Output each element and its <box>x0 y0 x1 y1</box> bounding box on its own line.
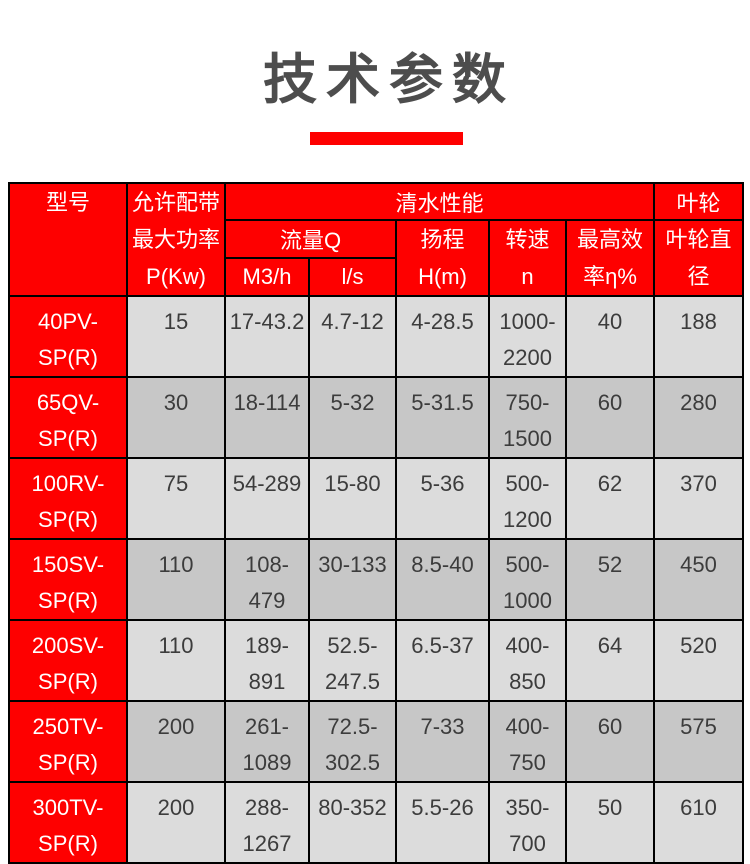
cell-model: 40PV- SP(R) <box>8 295 128 378</box>
title-section: 技术参数 <box>0 50 750 110</box>
cell-efficiency: 60 <box>564 700 656 783</box>
cell-efficiency: 52 <box>564 538 656 621</box>
cell-model: 250TV- SP(R) <box>8 700 128 783</box>
cell-efficiency: 40 <box>564 295 656 378</box>
cell-speed: 1000- 2200 <box>488 295 567 378</box>
cell-flow-m3h: 17-43.2 <box>224 295 310 378</box>
cell-power: 30 <box>126 376 226 459</box>
cell-flow-ls: 72.5- 302.5 <box>308 700 397 783</box>
cell-flow-ls: 4.7-12 <box>308 295 397 378</box>
cell-speed: 400- 750 <box>488 700 567 783</box>
header-impeller-group: 叶轮 <box>653 182 745 221</box>
cell-power: 200 <box>126 700 226 783</box>
header-speed: 转速 n <box>488 219 567 297</box>
table-row: 250TV- SP(R) 200 261- 1089 72.5- 302.5 7-33… <box>8 700 745 783</box>
cell-flow-ls: 52.5- 247.5 <box>308 619 397 702</box>
cell-flow-m3h: 261- 1089 <box>224 700 310 783</box>
cell-efficiency: 50 <box>564 781 656 864</box>
cell-impeller-dia: 280 <box>653 376 745 459</box>
cell-flow-m3h: 18-114 <box>224 376 310 459</box>
header-max-power: 允许配带 最大功率 P(Kw) <box>126 182 226 297</box>
cell-power: 75 <box>126 457 226 540</box>
cell-speed: 500- 1200 <box>488 457 567 540</box>
table-row: 100RV- SP(R) 75 54-289 15-80 5-36 500- 120… <box>8 457 745 540</box>
cell-power: 15 <box>126 295 226 378</box>
table-row: 40PV- SP(R) 15 17-43.2 4.7-12 4-28.5 1000… <box>8 295 745 378</box>
cell-model: 300TV- SP(R) <box>8 781 128 864</box>
cell-head: 4-28.5 <box>395 295 490 378</box>
cell-head: 7-33 <box>395 700 490 783</box>
table-row: 300TV- SP(R) 200 288- 1267 80-352 5.5-26 3… <box>8 781 745 864</box>
cell-flow-m3h: 54-289 <box>224 457 310 540</box>
header-model-label: 型号 <box>45 190 90 215</box>
header-clean-water-performance: 清水性能 <box>223 182 656 221</box>
header-efficiency: 最高效 率η% <box>564 219 656 297</box>
table-row: 150SV- SP(R) 110 108- 479 30-133 8.5-40 50… <box>8 538 745 621</box>
cell-head: 5-36 <box>395 457 490 540</box>
cell-efficiency: 64 <box>564 619 656 702</box>
cell-speed: 500- 1000 <box>488 538 567 621</box>
cell-head: 8.5-40 <box>395 538 490 621</box>
title-underline <box>310 132 463 145</box>
cell-efficiency: 62 <box>564 457 656 540</box>
header-model: 型号 <box>8 182 128 297</box>
cell-power: 110 <box>126 619 226 702</box>
cell-head: 5.5-26 <box>395 781 490 864</box>
cell-head: 6.5-37 <box>395 619 490 702</box>
cell-model: 100RV- SP(R) <box>8 457 128 540</box>
cell-flow-m3h: 288- 1267 <box>224 781 310 864</box>
cell-impeller-dia: 188 <box>653 295 745 378</box>
cell-model: 150SV- SP(R) <box>8 538 128 621</box>
header-flow-unit-ls: l/s <box>308 257 397 297</box>
table-row: 200SV- SP(R) 110 189- 891 52.5- 247.5 6.5-3… <box>8 619 745 702</box>
table-header: 型号 允许配带 最大功率 P(Kw) 清水性能 叶轮 流量Q 扬程 H(m) 转… <box>8 182 745 297</box>
cell-speed: 350- 700 <box>488 781 567 864</box>
cell-impeller-dia: 610 <box>653 781 745 864</box>
cell-impeller-dia: 575 <box>653 700 745 783</box>
header-impeller-diameter: 叶轮直 径 <box>653 219 745 297</box>
cell-power: 110 <box>126 538 226 621</box>
header-head: 扬程 H(m) <box>395 219 490 297</box>
cell-speed: 750- 1500 <box>488 376 567 459</box>
cell-flow-ls: 15-80 <box>308 457 397 540</box>
header-flow-q: 流量Q <box>224 219 397 259</box>
cell-flow-ls: 80-352 <box>308 781 397 864</box>
cell-model: 200SV- SP(R) <box>8 619 128 702</box>
cell-flow-ls: 30-133 <box>308 538 397 621</box>
table-body: 40PV- SP(R) 15 17-43.2 4.7-12 4-28.5 1000… <box>8 295 745 864</box>
cell-efficiency: 60 <box>564 376 656 459</box>
cell-flow-ls: 5-32 <box>308 376 397 459</box>
page-title: 技术参数 <box>263 50 515 110</box>
cell-model: 65QV- SP(R) <box>8 376 128 459</box>
cell-power: 200 <box>126 781 226 864</box>
cell-impeller-dia: 370 <box>653 457 745 540</box>
cell-flow-m3h: 189- 891 <box>224 619 310 702</box>
cell-impeller-dia: 450 <box>653 538 745 621</box>
cell-flow-m3h: 108- 479 <box>224 538 310 621</box>
cell-speed: 400- 850 <box>488 619 567 702</box>
cell-impeller-dia: 520 <box>653 619 745 702</box>
cell-head: 5-31.5 <box>395 376 490 459</box>
table-row: 65QV- SP(R) 30 18-114 5-32 5-31.5 750- 150… <box>8 376 745 459</box>
header-flow-unit-m3h: M3/h <box>224 257 310 297</box>
spec-table: 型号 允许配带 最大功率 P(Kw) 清水性能 叶轮 流量Q 扬程 H(m) 转… <box>8 182 745 864</box>
